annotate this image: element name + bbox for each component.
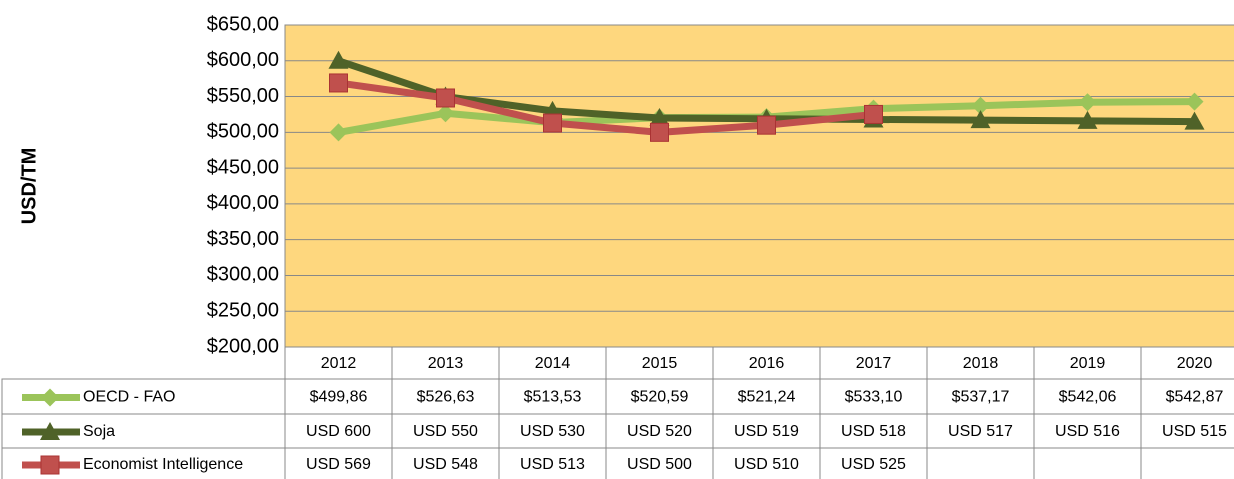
x-tick-label: 2016 — [749, 355, 785, 372]
table-cell — [1140, 447, 1234, 479]
data-point — [757, 115, 776, 135]
data-point — [329, 73, 348, 93]
x-tick-label: 2019 — [1070, 355, 1106, 372]
data-point — [329, 123, 348, 142]
y-tick-label: $550,00 — [207, 85, 279, 107]
y-tick-label: $400,00 — [207, 192, 279, 214]
x-tick-label: 2020 — [1177, 355, 1213, 372]
y-tick-label: $450,00 — [207, 156, 279, 178]
y-tick-label: $600,00 — [207, 49, 279, 71]
data-label: USD 518 — [841, 423, 906, 440]
table-cell — [926, 447, 1035, 479]
data-point — [1077, 110, 1098, 129]
x-tick-label: 2015 — [642, 355, 678, 372]
data-label: USD 500 — [627, 456, 692, 473]
legend-marker — [41, 388, 59, 407]
y-tick-label: $200,00 — [207, 335, 279, 357]
data-label: USD 517 — [948, 423, 1013, 440]
x-tick-label: 2018 — [963, 355, 999, 372]
data-label: $533,10 — [845, 389, 903, 406]
data-label: $521,24 — [738, 389, 796, 406]
data-point — [649, 108, 670, 127]
data-point — [436, 88, 455, 108]
y-tick-label: $650,00 — [207, 13, 279, 35]
data-label: USD 515 — [1162, 423, 1227, 440]
data-label: $537,17 — [952, 389, 1010, 406]
legend-label: Economist Intelligence — [83, 456, 243, 473]
data-label: $499,86 — [310, 389, 368, 406]
data-label: USD 513 — [520, 456, 585, 473]
y-tick-label: $250,00 — [207, 300, 279, 322]
data-point — [1078, 93, 1097, 112]
x-tick-label: 2014 — [535, 355, 571, 372]
data-point — [436, 104, 455, 123]
data-point — [1185, 92, 1204, 111]
y-tick-label: $350,00 — [207, 228, 279, 250]
data-label: USD 569 — [306, 456, 371, 473]
data-label: $542,06 — [1059, 389, 1117, 406]
data-point — [543, 113, 562, 133]
data-point — [971, 96, 990, 115]
data-point — [1184, 111, 1205, 130]
y-tick-label: $500,00 — [207, 121, 279, 143]
data-point — [970, 110, 991, 129]
y-tick-label: $300,00 — [207, 264, 279, 286]
series-line — [338, 79, 874, 136]
data-point — [328, 50, 349, 69]
data-point — [650, 122, 669, 142]
data-label: USD 525 — [841, 456, 906, 473]
data-label: USD 548 — [413, 456, 478, 473]
data-label: $520,59 — [631, 389, 689, 406]
x-tick-label: 2012 — [321, 355, 357, 372]
data-point — [864, 104, 883, 124]
x-tick-label: 2013 — [428, 355, 464, 372]
legend-label: Soja — [83, 423, 115, 440]
table-cell — [1033, 447, 1142, 479]
legend-label: OECD - FAO — [83, 389, 175, 406]
y-axis-label: USD/TM — [18, 148, 40, 225]
x-tick-label: 2017 — [856, 355, 892, 372]
data-label: USD 550 — [413, 423, 478, 440]
legend-marker — [40, 455, 60, 475]
data-label: USD 516 — [1055, 423, 1120, 440]
legend-marker — [40, 422, 60, 440]
data-label: $513,53 — [524, 389, 582, 406]
data-label: USD 519 — [734, 423, 799, 440]
data-label: USD 530 — [520, 423, 585, 440]
data-label: USD 510 — [734, 456, 799, 473]
data-label: $542,87 — [1166, 389, 1224, 406]
data-label: $526,63 — [417, 389, 475, 406]
plot-area — [284, 24, 1234, 348]
data-label: USD 520 — [627, 423, 692, 440]
data-label: USD 600 — [306, 423, 371, 440]
